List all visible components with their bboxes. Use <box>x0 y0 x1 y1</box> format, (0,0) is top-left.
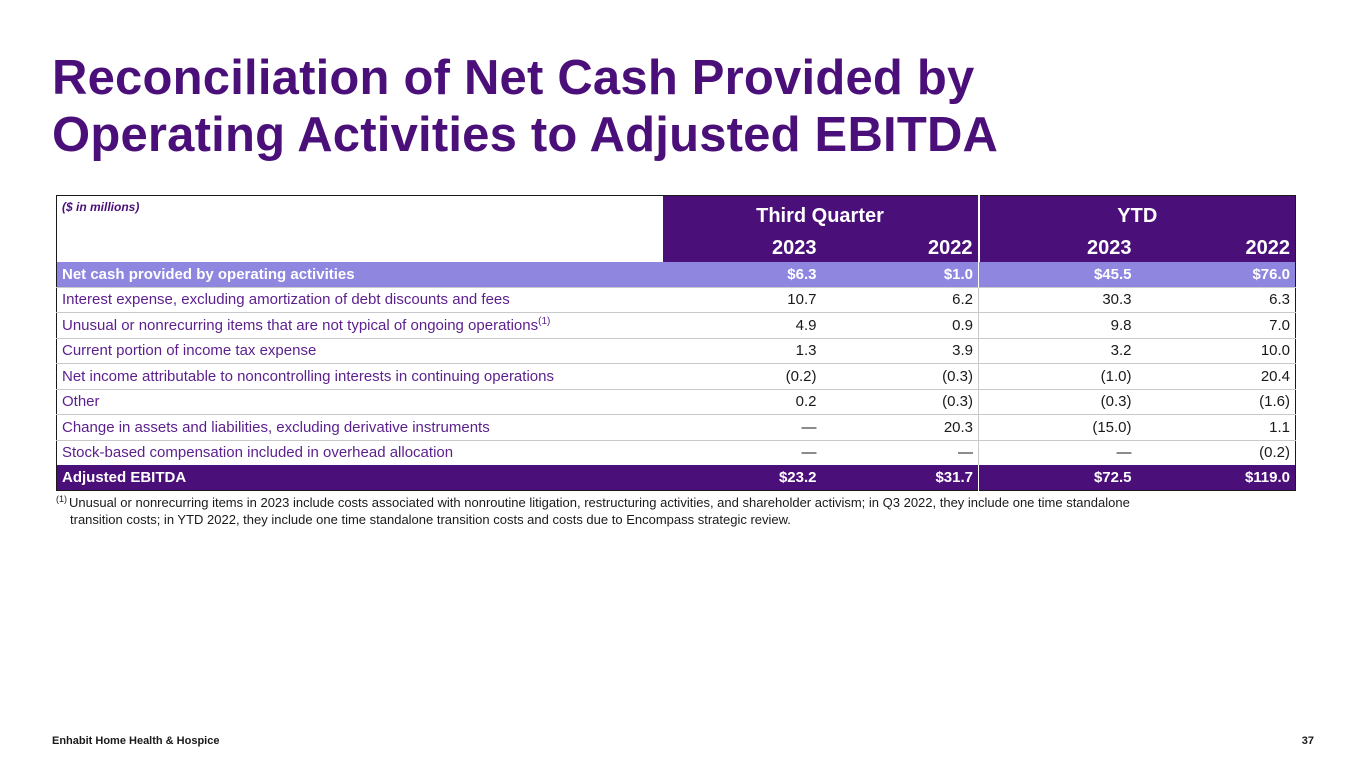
cell-ytd-2022: 1.1 <box>1136 414 1296 440</box>
row-label: Net income attributable to noncontrollin… <box>56 363 663 389</box>
cell-ytd-2022: (0.2) <box>1136 439 1296 465</box>
cell-ytd-2022: $76.0 <box>1136 262 1296 287</box>
cell-ytd-2023: $72.5 <box>978 465 1137 490</box>
table-row-net-cash: Net cash provided by operating activitie… <box>56 262 1296 287</box>
table-row-stock-based-compensation: Stock-based compensation included in ove… <box>56 439 1296 465</box>
row-label-text: Unusual or nonrecurring items that are n… <box>62 316 539 334</box>
cell-q3-2023: — <box>662 414 822 440</box>
row-label: Change in assets and liabilities, exclud… <box>56 414 663 440</box>
table-row-adjusted-ebitda: Adjusted EBITDA $23.2 $31.7 $72.5 $119.0 <box>56 465 1296 490</box>
row-label: Stock-based compensation included in ove… <box>56 439 663 465</box>
cell-q3-2023: 10.7 <box>662 286 822 313</box>
year-header-q3-2022: 2022 <box>821 230 979 262</box>
reconciliation-table: ($ in millions) Third Quarter YTD 2023 2… <box>56 195 1297 491</box>
cell-q3-2022: (0.3) <box>821 388 979 415</box>
cell-ytd-2022: 20.4 <box>1136 363 1296 389</box>
row-label: Interest expense, excluding amortization… <box>56 286 663 313</box>
table-header-years: 2023 2022 2023 2022 <box>57 230 1296 262</box>
cell-q3-2022: 0.9 <box>821 312 979 338</box>
cell-ytd-2023: 9.8 <box>978 312 1137 338</box>
cell-ytd-2022: (1.6) <box>1136 388 1296 415</box>
footnote-reference: (1) <box>538 315 551 327</box>
row-label: Unusual or nonrecurring items that are n… <box>56 312 663 338</box>
page-title-line-2: Operating Activities to Adjusted EBITDA <box>52 108 999 162</box>
cell-q3-2023: 1.3 <box>662 337 822 364</box>
row-label: Adjusted EBITDA <box>56 465 663 490</box>
cell-q3-2022: $1.0 <box>821 262 979 287</box>
table-row-noncontrolling-interests: Net income attributable to noncontrollin… <box>56 363 1296 389</box>
cell-q3-2022: 20.3 <box>821 414 979 440</box>
cell-ytd-2023: (15.0) <box>978 414 1137 440</box>
cell-q3-2022: (0.3) <box>821 363 979 389</box>
cell-q3-2022: 6.2 <box>821 286 979 313</box>
table-row-change-in-assets: Change in assets and liabilities, exclud… <box>56 414 1296 440</box>
table-row-interest-expense: Interest expense, excluding amortization… <box>56 286 1296 313</box>
cell-ytd-2022: 7.0 <box>1136 312 1296 338</box>
page-title-line-1: Reconciliation of Net Cash Provided by <box>52 51 975 105</box>
cell-q3-2023: 4.9 <box>662 312 822 338</box>
cell-q3-2023: $23.2 <box>662 465 822 490</box>
cell-ytd-2023: — <box>978 439 1137 465</box>
footnote: (1) Unusual or nonrecurring items in 2023… <box>56 491 1256 528</box>
year-header-ytd-2023: 2023 <box>977 230 1137 262</box>
company-name: Enhabit Home Health & Hospice <box>52 735 220 747</box>
cell-ytd-2023: 3.2 <box>978 337 1137 364</box>
footnote-text-line-1: Unusual or nonrecurring items in 2023 in… <box>69 495 1130 510</box>
cell-q3-2022: 3.9 <box>821 337 979 364</box>
table-row-other: Other 0.2 (0.3) (0.3) (1.6) <box>56 388 1296 415</box>
cell-ytd-2022: 10.0 <box>1136 337 1296 364</box>
page-number: 37 <box>1301 735 1314 747</box>
cell-ytd-2023: $45.5 <box>978 262 1137 287</box>
row-label: Current portion of income tax expense <box>56 337 663 364</box>
footnote-text-line-2: transition costs; in YTD 2022, they incl… <box>70 512 791 527</box>
cell-ytd-2023: (1.0) <box>978 363 1137 389</box>
row-label: Other <box>56 388 663 415</box>
cell-q3-2022: — <box>821 439 979 465</box>
table-row-unusual-items: Unusual or nonrecurring items that are n… <box>56 312 1296 338</box>
cell-q3-2022: $31.7 <box>821 465 979 490</box>
page-title: Reconciliation of Net Cash Provided by O… <box>52 50 998 164</box>
group-header-ytd: YTD <box>977 195 1296 230</box>
cell-q3-2023: (0.2) <box>662 363 822 389</box>
row-label: Net cash provided by operating activitie… <box>56 262 663 287</box>
cell-ytd-2022: 6.3 <box>1136 286 1296 313</box>
cell-q3-2023: $6.3 <box>662 262 822 287</box>
cell-ytd-2023: (0.3) <box>978 388 1137 415</box>
cell-q3-2023: — <box>662 439 822 465</box>
cell-ytd-2022: $119.0 <box>1136 465 1296 490</box>
year-header-q3-2023: 2023 <box>662 230 822 262</box>
year-header-ytd-2022: 2022 <box>1136 230 1296 262</box>
table-header-groups: ($ in millions) Third Quarter YTD <box>56 195 1296 262</box>
units-label: ($ in millions) <box>56 195 663 262</box>
cell-q3-2023: 0.2 <box>662 388 822 415</box>
cell-ytd-2023: 30.3 <box>978 286 1137 313</box>
footnote-marker: (1) <box>56 494 67 504</box>
group-header-third-quarter: Third Quarter <box>662 195 979 230</box>
table-row-income-tax: Current portion of income tax expense 1.… <box>56 337 1296 364</box>
